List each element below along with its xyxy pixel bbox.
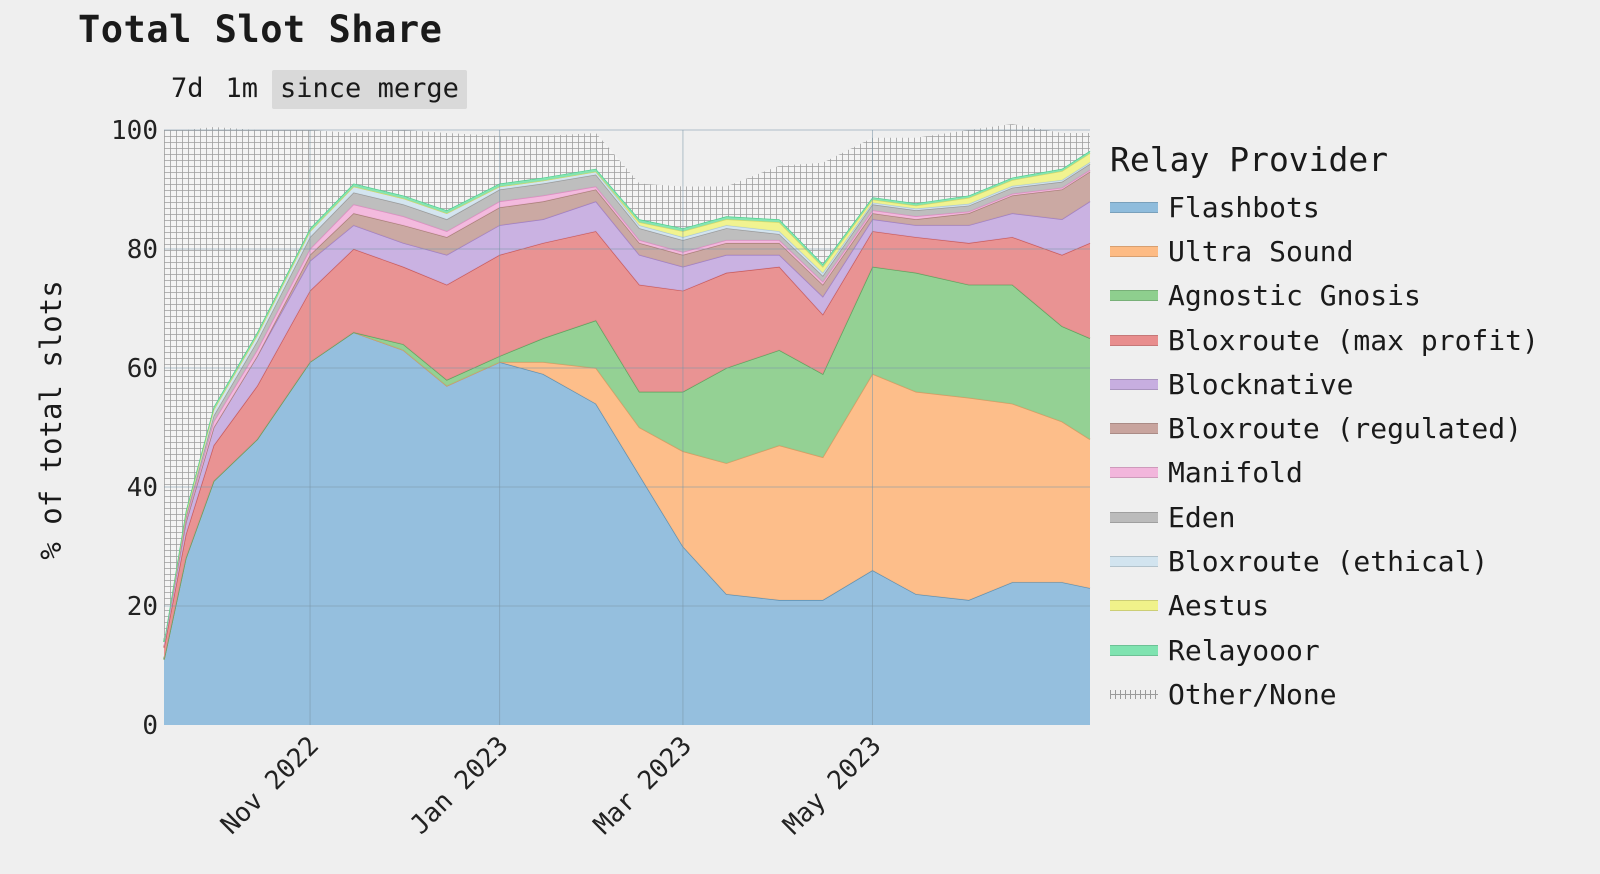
legend-item-other-none[interactable]: Other/None <box>1110 672 1539 716</box>
legend-label: Agnostic Gnosis <box>1168 279 1421 313</box>
legend-swatch <box>1110 201 1158 213</box>
legend-item-bloxroute-max-profit[interactable]: Bloxroute (max profit) <box>1110 318 1539 362</box>
legend-label: Bloxroute (regulated) <box>1168 412 1523 446</box>
legend-label: Other/None <box>1168 677 1337 711</box>
legend-item-ultra-sound[interactable]: Ultra Sound <box>1110 229 1539 273</box>
y-tick-label: 100 <box>111 116 158 146</box>
area-agnostic-gnosis <box>164 266 1090 660</box>
legend-swatch <box>1110 644 1158 656</box>
legend-item-flashbots[interactable]: Flashbots <box>1110 185 1539 229</box>
x-tick-label: Nov 2022 <box>215 731 325 841</box>
legend-swatch <box>1110 556 1158 568</box>
legend-label: Bloxroute (ethical) <box>1168 545 1489 579</box>
slot-share-chart: 0 20 40 60 80 100 Nov 2022 Jan 2023 Mar 2023 May … <box>111 116 1091 841</box>
legend-swatch <box>1110 245 1158 257</box>
legend-label: Aestus <box>1168 589 1270 623</box>
legend-title: Relay Provider <box>1110 140 1389 179</box>
range-button-since-merge[interactable]: since merge <box>272 70 467 109</box>
y-tick-label: 80 <box>127 235 158 265</box>
y-tick-label: 0 <box>142 711 158 741</box>
legend-swatch <box>1110 334 1158 346</box>
legend-swatch <box>1110 423 1158 435</box>
legend-item-agnostic-gnosis[interactable]: Agnostic Gnosis <box>1110 274 1539 318</box>
legend-label: Relayooor <box>1168 633 1320 667</box>
area-bloxroute-max-profit <box>164 231 1090 660</box>
legend-swatch <box>1110 378 1158 390</box>
legend-swatch <box>1110 511 1158 523</box>
range-button-1m[interactable]: 1m <box>225 73 259 104</box>
x-tick-label: Jan 2023 <box>405 731 515 841</box>
chart-title: Total Slot Share <box>78 8 443 51</box>
legend: Relay Provider Flashbots Ultra Sound Agn… <box>1110 140 1539 717</box>
legend-label: Eden <box>1168 500 1236 534</box>
legend-item-blocknative[interactable]: Blocknative <box>1110 362 1539 406</box>
legend-label: Blocknative <box>1168 367 1354 401</box>
legend-label: Manifold <box>1168 456 1303 490</box>
legend-item-manifold[interactable]: Manifold <box>1110 451 1539 495</box>
legend-swatch <box>1110 600 1158 612</box>
y-tick-label: 60 <box>127 354 158 384</box>
legend-label: Bloxroute (max profit) <box>1168 323 1539 357</box>
legend-swatch <box>1110 290 1158 302</box>
legend-item-relayooor[interactable]: Relayooor <box>1110 628 1539 672</box>
area-ultra-sound <box>164 332 1090 660</box>
legend-item-eden[interactable]: Eden <box>1110 495 1539 539</box>
range-button-7d[interactable]: 7d <box>171 73 204 104</box>
legend-swatch <box>1110 467 1158 479</box>
legend-label: Ultra Sound <box>1168 234 1354 268</box>
area-flashbots <box>164 332 1090 725</box>
x-tick-label: Mar 2023 <box>588 731 698 841</box>
y-tick-label: 40 <box>127 473 158 503</box>
legend-swatch <box>1110 689 1158 699</box>
x-tick-label: May 2023 <box>778 731 888 841</box>
y-tick-label: 20 <box>127 592 158 622</box>
area-other-none <box>164 124 1090 642</box>
time-range-selector: 7d 1m since merge <box>163 70 467 109</box>
legend-item-bloxroute-regulated[interactable]: Bloxroute (regulated) <box>1110 406 1539 450</box>
legend-label: Flashbots <box>1168 190 1320 224</box>
legend-item-bloxroute-ethical[interactable]: Bloxroute (ethical) <box>1110 539 1539 583</box>
legend-item-aestus[interactable]: Aestus <box>1110 584 1539 628</box>
